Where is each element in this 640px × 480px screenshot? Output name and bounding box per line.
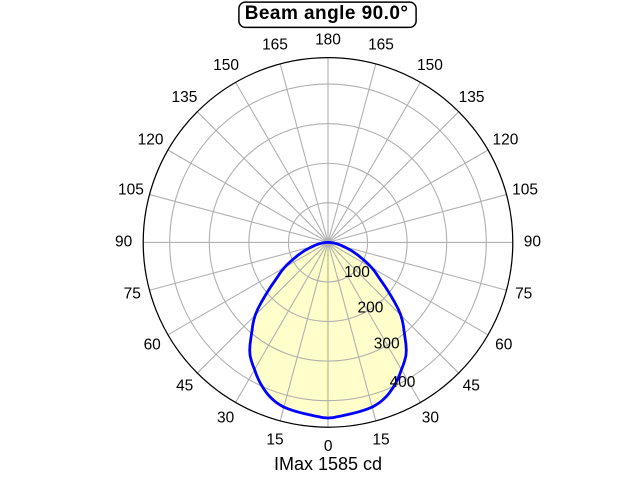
svg-text:400: 400 [390,374,416,391]
svg-text:120: 120 [492,131,518,148]
svg-text:90: 90 [115,234,133,251]
svg-text:200: 200 [357,299,383,316]
svg-text:75: 75 [124,285,141,302]
svg-text:135: 135 [459,89,485,106]
svg-text:Beam angle 90.0°: Beam angle 90.0° [245,3,409,24]
svg-text:165: 165 [368,36,394,53]
svg-text:135: 135 [171,89,197,106]
svg-text:15: 15 [372,432,389,449]
svg-text:105: 105 [512,182,538,199]
svg-text:0: 0 [324,438,333,455]
svg-text:30: 30 [422,410,440,427]
svg-text:150: 150 [417,57,443,74]
svg-text:60: 60 [144,336,162,353]
svg-text:45: 45 [463,378,480,395]
svg-text:165: 165 [262,36,288,53]
svg-text:30: 30 [217,410,235,427]
svg-text:150: 150 [213,57,239,74]
svg-text:60: 60 [495,336,513,353]
svg-text:100: 100 [344,264,370,281]
svg-text:90: 90 [524,234,542,251]
svg-text:300: 300 [374,336,400,353]
svg-text:180: 180 [315,32,341,49]
svg-text:75: 75 [515,285,532,302]
svg-text:105: 105 [118,182,144,199]
svg-text:45: 45 [176,378,193,395]
svg-text:120: 120 [138,131,164,148]
svg-text:IMax 1585 cd: IMax 1585 cd [274,454,382,474]
svg-text:15: 15 [266,432,283,449]
